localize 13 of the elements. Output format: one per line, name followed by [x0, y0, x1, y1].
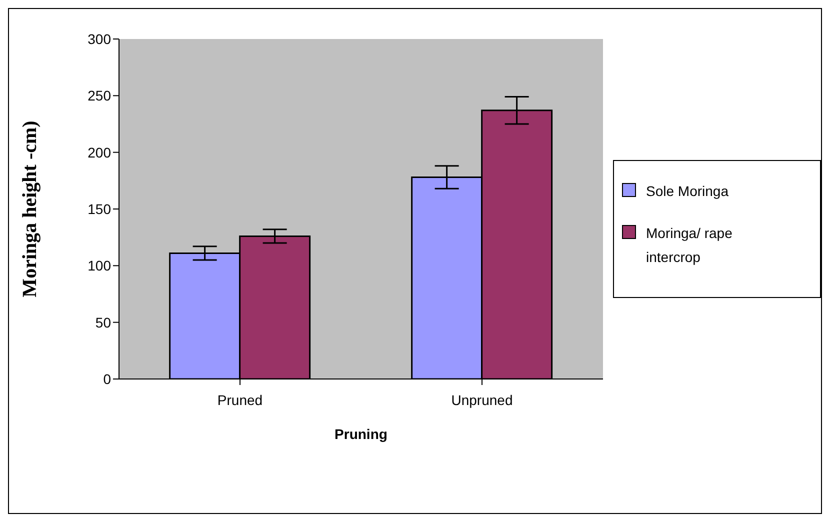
y-tick-label: 300	[88, 30, 112, 47]
legend-label: Moringa/ rape intercrop	[646, 224, 734, 267]
y-tick-label: 100	[88, 258, 112, 274]
x-tick-label: Pruned	[217, 392, 263, 408]
y-tick-label: 50	[95, 314, 112, 330]
y-axis-title: Moringa height -cm)	[19, 120, 42, 298]
y-tick-label: 250	[88, 88, 112, 104]
x-axis-title: Pruning	[334, 426, 388, 442]
y-tick-label: 150	[88, 200, 112, 217]
y-tick-label: 0	[103, 370, 112, 387]
y-tick-label: 200	[88, 144, 112, 160]
x-tick-label: Unpruned	[451, 392, 513, 408]
legend-label: Sole Moringa	[646, 182, 730, 201]
